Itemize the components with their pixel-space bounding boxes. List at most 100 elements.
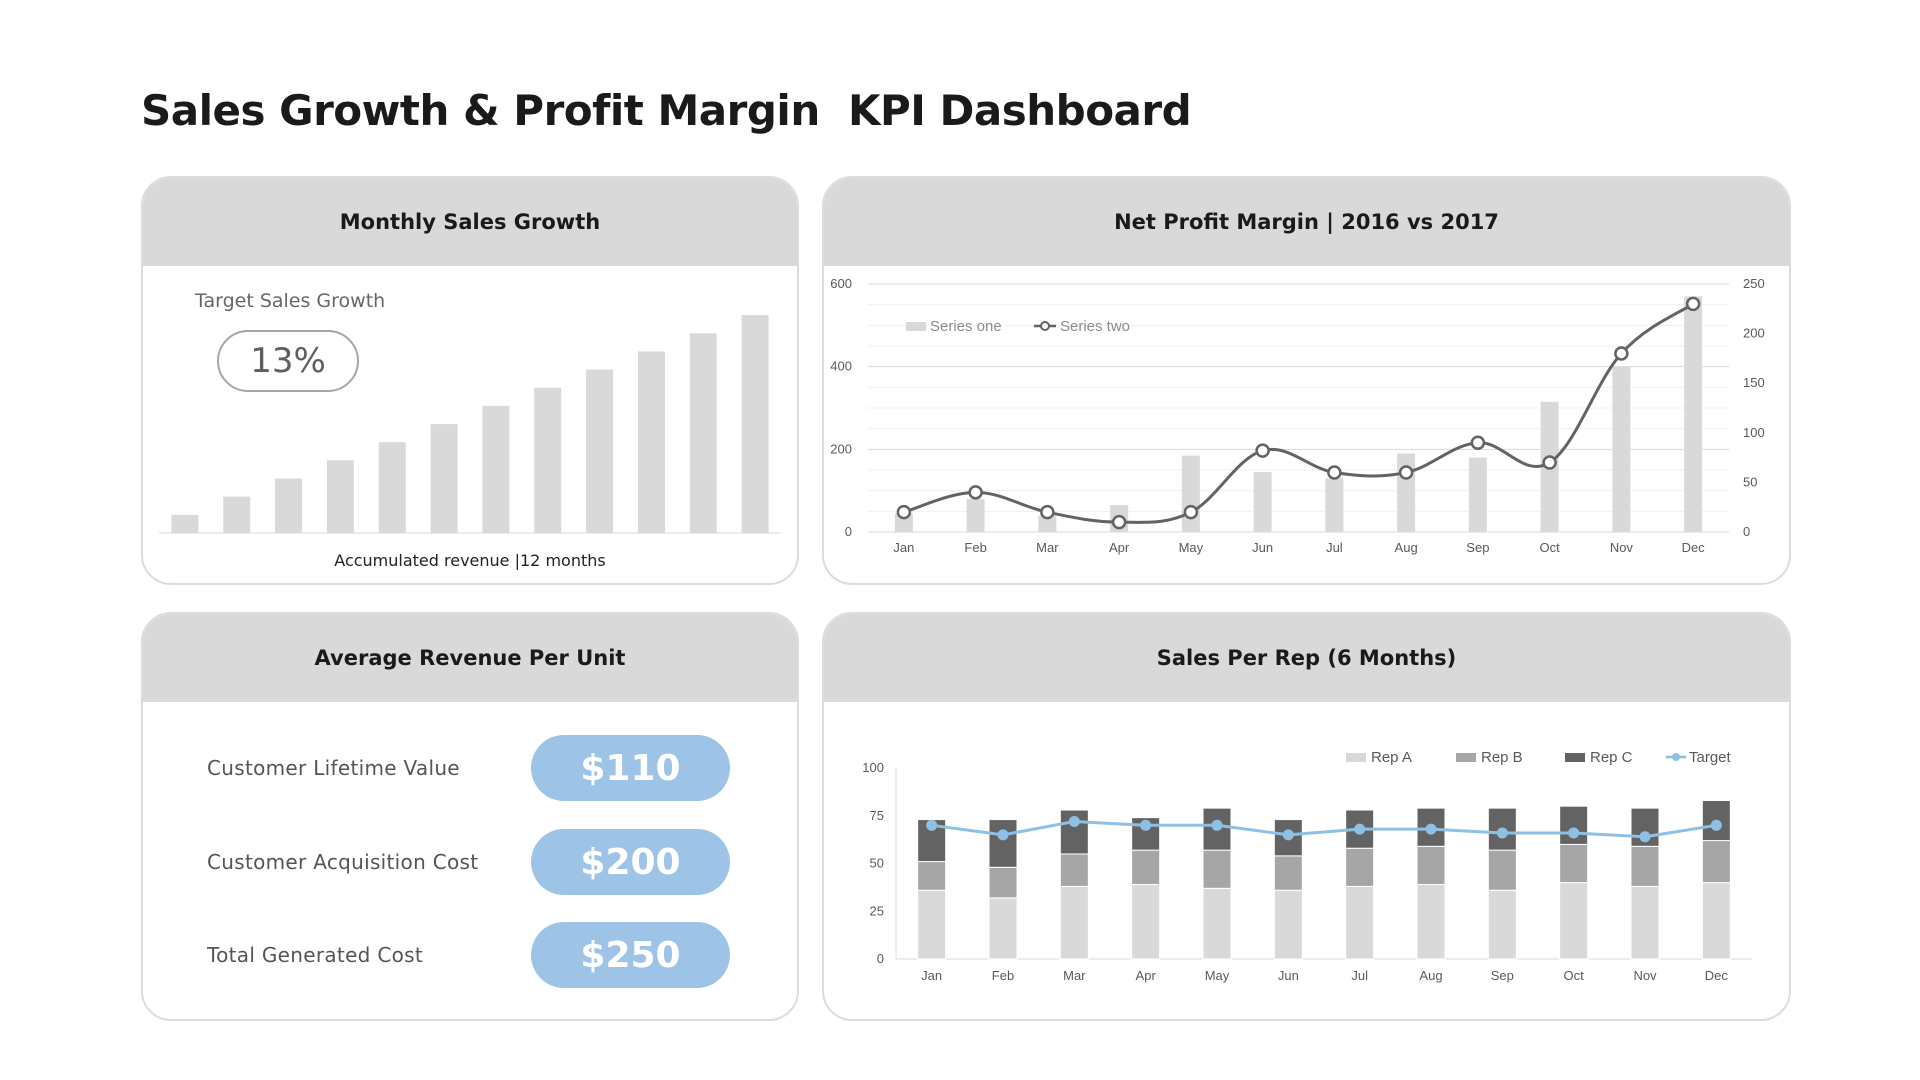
rep-legend-rep-a-label: Rep A	[1371, 749, 1412, 766]
sales-bar-6	[430, 424, 458, 533]
rep-legend-rep-b-swatch	[1456, 753, 1476, 762]
profit-x-tick: Apr	[1109, 540, 1130, 555]
customer-lifetime-value-pill: $110	[531, 735, 730, 801]
profit-series-two-line	[903, 302, 1694, 524]
rep-x-tick: May	[1205, 968, 1230, 983]
rep-legend-rep-a-swatch	[1346, 753, 1366, 762]
profit-point-Oct	[1542, 455, 1557, 470]
rep-bar-rep-c-Feb	[988, 819, 1018, 868]
sales-per-rep-header: Sales Per Rep (6 Months)	[824, 614, 1789, 702]
rep-y-tick: 25	[870, 903, 884, 918]
rep-x-tick: Jan	[921, 968, 942, 983]
average-revenue-per-unit-header: Average Revenue Per Unit	[143, 614, 797, 702]
accumulated-revenue-caption: Accumulated revenue |12 months	[334, 551, 606, 570]
profit-right-tick: 100	[1743, 425, 1765, 440]
profit-point-Mar	[1040, 504, 1055, 520]
rep-y-tick: 0	[877, 951, 884, 966]
profit-right-tick: 0	[1743, 524, 1750, 539]
monthly-sales-growth-header: Monthly Sales Growth	[143, 178, 797, 266]
target-sales-growth-value: 13%	[217, 330, 359, 392]
rep-bar-rep-b-Nov	[1630, 845, 1660, 887]
profit-legend-series-two-label: Series two	[1060, 318, 1130, 335]
profit-x-tick: Dec	[1682, 540, 1706, 555]
rep-bar-rep-b-Mar	[1059, 853, 1089, 887]
profit-right-tick: 50	[1743, 474, 1757, 489]
rep-target-point-Sep	[1496, 827, 1508, 839]
rep-bar-rep-a-Mar	[1059, 885, 1089, 960]
sales-bar-11	[689, 333, 717, 533]
net-profit-margin-header: Net Profit Margin | 2016 vs 2017	[824, 178, 1789, 266]
profit-left-tick: 400	[830, 359, 852, 374]
rep-legend-rep-c-label: Rep C	[1590, 749, 1633, 766]
sales-bar-12	[741, 315, 769, 533]
monthly-sales-growth-chart	[159, 315, 781, 534]
profit-point-May	[1183, 504, 1199, 520]
sales-per-rep-panel: Sales Per Rep (6 Months) 0 25 50 75 100 Jan Fe…	[822, 612, 1791, 1021]
net-profit-margin-chart: 0 200 400 600 0 50 100 150 200 250 Jan Feb Mar Apr May…	[830, 276, 1765, 555]
rep-legend-rep-b-label: Rep B	[1481, 749, 1523, 766]
metric-row-customer-lifetime-value: Customer Lifetime Value $110	[143, 735, 797, 801]
customer-acquisition-cost-pill: $200	[531, 829, 730, 895]
profit-bar-Dec	[1684, 296, 1703, 532]
profit-legend-series-two-marker	[1040, 321, 1050, 331]
rep-x-tick: Sep	[1491, 968, 1514, 983]
page-title: Sales Growth & Profit Margin KPI Dashboa…	[141, 86, 1192, 135]
rep-x-tick: Oct	[1564, 968, 1585, 983]
rep-target-line	[931, 819, 1717, 839]
rep-bar-rep-b-Dec	[1701, 840, 1731, 884]
rep-bar-rep-b-Jul	[1345, 847, 1375, 887]
total-generated-cost-label: Total Generated Cost	[207, 943, 423, 967]
sales-bar-2	[223, 496, 251, 533]
net-profit-margin-panel: Net Profit Margin | 2016 vs 2017 0 200 400…	[822, 176, 1791, 585]
profit-point-Jan	[896, 504, 912, 520]
profit-point-Apr	[1111, 514, 1127, 530]
rep-bar-rep-a-Dec	[1701, 882, 1731, 960]
rep-bar-rep-b-Jun	[1273, 855, 1303, 891]
sales-per-rep-chart: 0 25 50 75 100 Jan Feb Mar Apr May Jun Jul Aug Sep Oct…	[862, 749, 1752, 983]
profit-legend-series-one-label: Series one	[930, 318, 1002, 335]
sales-bar-7	[482, 405, 510, 533]
rep-target-point-Jun	[1282, 829, 1294, 841]
profit-left-tick: 600	[830, 276, 852, 291]
total-generated-cost-pill: $250	[531, 922, 730, 988]
average-revenue-per-unit-panel: Average Revenue Per Unit Customer Lifeti…	[141, 612, 799, 1021]
rep-bar-rep-b-Aug	[1416, 845, 1446, 886]
rep-target-point-Apr	[1140, 819, 1152, 831]
profit-point-Sep	[1470, 435, 1486, 450]
sales-bar-9	[586, 369, 614, 533]
profit-x-tick: Jul	[1326, 540, 1343, 555]
profit-right-tick: 200	[1743, 326, 1765, 341]
profit-x-tick: Jun	[1252, 540, 1273, 555]
profit-x-tick: Nov	[1610, 540, 1634, 555]
profit-point-Jun	[1255, 443, 1270, 458]
profit-point-Feb	[968, 485, 983, 500]
sales-bar-4	[326, 460, 354, 533]
profit-point-Jul	[1327, 465, 1342, 480]
rep-bar-rep-a-Apr	[1131, 884, 1161, 960]
rep-target-point-Jul	[1354, 823, 1366, 835]
rep-bar-rep-a-Aug	[1416, 884, 1446, 960]
rep-x-tick: Aug	[1419, 968, 1442, 983]
rep-bar-rep-c-Oct	[1559, 805, 1589, 845]
rep-bar-rep-b-Feb	[988, 866, 1018, 899]
rep-target-point-May	[1211, 819, 1223, 831]
rep-x-tick: Apr	[1136, 968, 1157, 983]
rep-target-point-Feb	[997, 829, 1009, 841]
rep-bar-rep-a-May	[1202, 887, 1232, 960]
rep-legend-target-marker	[1672, 753, 1680, 761]
profit-point-Nov	[1614, 346, 1629, 361]
sales-bar-10	[637, 351, 665, 533]
profit-x-tick: Jan	[893, 540, 914, 555]
profit-bar-Jan	[894, 513, 913, 532]
customer-lifetime-value-label: Customer Lifetime Value	[207, 756, 460, 780]
monthly-sales-growth-panel: Monthly Sales Growth Target Sales Growth…	[141, 176, 799, 585]
metric-row-customer-acquisition-cost: Customer Acquisition Cost $200	[143, 829, 797, 895]
profit-x-tick: Mar	[1036, 540, 1059, 555]
rep-x-tick: Dec	[1705, 968, 1729, 983]
profit-point-Dec	[1685, 296, 1701, 312]
rep-bar-rep-a-Feb	[988, 897, 1018, 960]
rep-bar-rep-a-Nov	[1630, 885, 1660, 960]
customer-acquisition-cost-label: Customer Acquisition Cost	[207, 850, 479, 874]
rep-x-tick: Feb	[992, 968, 1014, 983]
rep-x-tick: Jul	[1351, 968, 1368, 983]
